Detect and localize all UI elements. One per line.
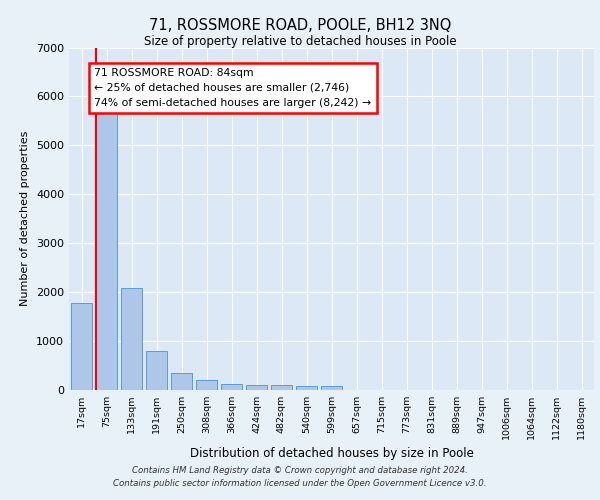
Text: Size of property relative to detached houses in Poole: Size of property relative to detached ho…: [143, 35, 457, 48]
Bar: [96, 105, 117, 390]
Bar: [71, 303, 92, 390]
Bar: [296, 386, 317, 390]
Bar: [271, 385, 292, 390]
Bar: [121, 288, 142, 390]
Bar: [196, 380, 217, 390]
Text: 71, ROSSMORE ROAD, POOLE, BH12 3NQ: 71, ROSSMORE ROAD, POOLE, BH12 3NQ: [149, 18, 451, 32]
Bar: [146, 351, 167, 390]
Bar: [171, 374, 192, 390]
Text: Contains HM Land Registry data © Crown copyright and database right 2024.
Contai: Contains HM Land Registry data © Crown c…: [113, 466, 487, 487]
Text: 71 ROSSMORE ROAD: 84sqm
← 25% of detached houses are smaller (2,746)
74% of semi: 71 ROSSMORE ROAD: 84sqm ← 25% of detache…: [94, 68, 371, 108]
Bar: [246, 384, 267, 390]
Bar: [321, 386, 342, 390]
X-axis label: Distribution of detached houses by size in Poole: Distribution of detached houses by size …: [190, 448, 473, 460]
Y-axis label: Number of detached properties: Number of detached properties: [20, 131, 31, 306]
Bar: [221, 384, 242, 390]
